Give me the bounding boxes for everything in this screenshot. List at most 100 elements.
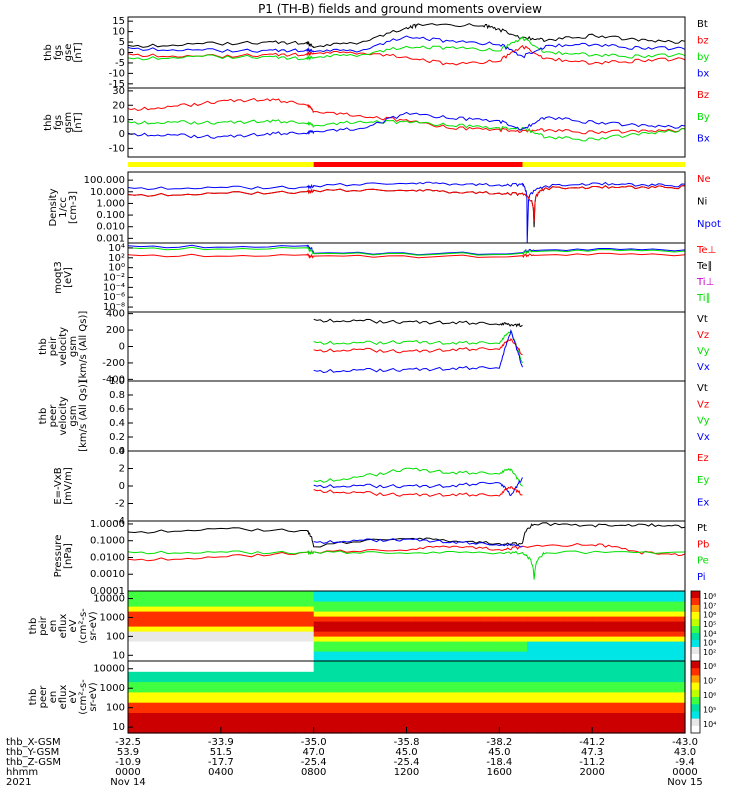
spectrogram-cell [573, 722, 584, 729]
x-row-value: 45.0 [395, 747, 417, 758]
spectrogram-cell [267, 626, 278, 632]
spectrogram-cell [295, 656, 305, 662]
spectrogram-cell [220, 712, 231, 719]
x-row-value: 0000 [115, 767, 140, 778]
x-row-value: -25.4 [301, 757, 327, 768]
x-row-value: -38.2 [486, 737, 512, 748]
spectrogram-cell [527, 611, 538, 617]
spectrogram-cell [490, 616, 500, 622]
spectrogram-cell [452, 631, 463, 637]
spectrogram-cell [146, 611, 157, 617]
y-label-line: [nPa] [63, 543, 74, 569]
spectrogram-cell [415, 661, 426, 667]
spectrogram-cell [555, 717, 565, 724]
spectrogram-cell [499, 616, 510, 622]
spectrogram-cell [647, 717, 658, 724]
spectrogram-cell [517, 722, 528, 729]
spectrogram-cell [165, 676, 175, 683]
y-tick-label: 1.0000 [90, 519, 125, 530]
spectrogram-cell [350, 691, 361, 698]
spectrogram-cell [415, 717, 426, 724]
spectrogram-cell [490, 596, 500, 602]
spectrogram-cell [666, 727, 677, 734]
spectrogram-cell [211, 636, 222, 642]
spectrogram-cell [452, 717, 463, 724]
spectrogram-cell [638, 606, 649, 612]
spectrogram-cell [137, 676, 148, 683]
spectrogram-cell [434, 606, 445, 612]
spectrogram-cell [629, 606, 640, 612]
spectrogram-cell [276, 661, 287, 667]
spectrogram-cell [555, 681, 565, 688]
spectrogram-cell [657, 702, 667, 708]
spectrogram-cell [341, 712, 352, 719]
spectrogram-cell [267, 666, 278, 672]
spectrogram-cell [406, 641, 417, 647]
spectrogram-cell [211, 641, 222, 647]
y-tick-label: 1000 [100, 683, 125, 694]
spectrogram-cell [165, 656, 175, 662]
spectrogram-cell [267, 641, 278, 647]
spectrogram-cell [555, 596, 565, 602]
spectrogram-cell [443, 621, 454, 627]
spectrogram-cell [258, 717, 268, 724]
spectrogram-cell [128, 671, 138, 677]
spectrogram-cell [183, 596, 194, 602]
spectrogram-cell [360, 676, 370, 683]
spectrogram-cell [675, 697, 686, 703]
spectrogram-cell [638, 631, 649, 637]
spectrogram-cell [415, 722, 426, 729]
spectrogram-cell [508, 681, 519, 688]
spectrogram-cell [434, 641, 445, 647]
spectrogram-cell [517, 686, 528, 693]
legend-label: Pb [697, 539, 709, 550]
colorbar-swatch [691, 626, 700, 634]
spectrogram-cell [434, 596, 445, 602]
spectrogram-cell [545, 681, 556, 688]
spectrogram-cell [230, 722, 240, 729]
spectrogram-cell [406, 611, 417, 617]
spectrogram-cell [146, 626, 157, 632]
spectrogram-cell [137, 697, 148, 703]
spectrogram-cell [230, 697, 240, 703]
spectrogram-cell [545, 661, 556, 667]
spectrogram-cell [564, 712, 575, 719]
y-tick-label: 0 [119, 481, 125, 492]
spectrogram-cell [285, 596, 296, 602]
colorbar-tick-label: 10⁴ [703, 629, 716, 638]
spectrogram-cell [155, 616, 166, 622]
spectrogram-cell [174, 591, 185, 597]
spectrogram-cell [601, 621, 612, 627]
y-tick-label: 10 [112, 722, 125, 733]
spectrogram-cell [248, 636, 259, 642]
spectrogram-cell [666, 611, 677, 617]
spectrogram-cell [564, 717, 575, 724]
spectrogram-cell [155, 666, 166, 672]
spectrogram-cell [629, 707, 640, 713]
spectrogram-cell [620, 686, 630, 693]
spectrogram-cell [443, 686, 454, 693]
spectrogram-cell [406, 712, 417, 719]
spectrogram-cell [536, 591, 547, 597]
spectrogram-cell [675, 707, 686, 713]
spectrogram-cell [369, 601, 380, 607]
spectrogram-cell [425, 611, 435, 617]
spectrogram-cell [592, 717, 603, 724]
spectrogram-cell [332, 631, 343, 637]
spectrogram-cell [332, 641, 343, 647]
spectrogram-cell [341, 606, 352, 612]
spectrogram-cell [601, 707, 612, 713]
spectrogram-cell [202, 636, 213, 642]
y-ticks-peer-velocity: 1.00.80.60.40.20.0 [109, 376, 133, 457]
spectrogram-cell [592, 646, 603, 652]
x-row-value: -35.8 [394, 737, 420, 748]
x-row-value: -43.0 [672, 737, 698, 748]
y-label-peir-spectrogram: thb peir en eflux eV (cm²-s-sr-eV) [28, 608, 99, 644]
spectrogram-cell [248, 697, 259, 703]
spectrogram-cell [480, 621, 491, 627]
spectrogram-cell [462, 651, 473, 657]
